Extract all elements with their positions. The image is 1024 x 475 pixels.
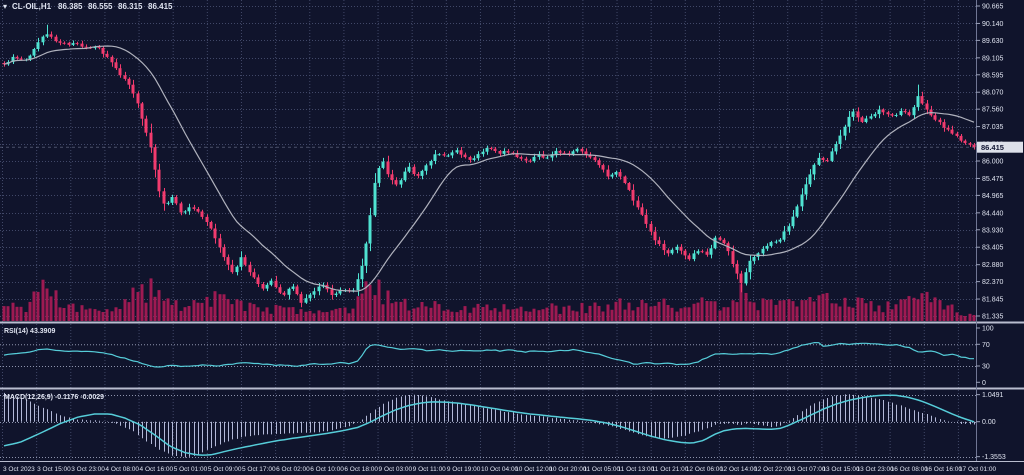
axis-tick-label: 89.105	[982, 55, 1004, 62]
axis-tick-label: 13 Oct 15:00	[822, 466, 860, 473]
axis-tick-label: 16 Oct 08:00	[891, 466, 929, 473]
axis-tick-label: 88.070	[982, 90, 1004, 97]
axis-tick-label: 83.405	[982, 245, 1004, 252]
axis-tick-label: 82.370	[982, 279, 1004, 286]
axis-tick-label: 70	[982, 342, 990, 349]
axis-tick-label: 10 Oct 12:00	[515, 466, 553, 473]
axis-tick-label: 100	[982, 326, 994, 333]
price-axis[interactable]: 90.665 90.140 89.630 89.105 88.595 88.070 87.5…	[976, 4, 1004, 321]
axis-tick-label: 10 Oct 04:00	[481, 466, 519, 473]
axis-tick-label: 86.000	[982, 159, 1004, 166]
axis-tick-label: 4 Oct 08:00	[105, 466, 139, 473]
macd-histogram	[4, 392, 975, 458]
grid-layer	[0, 0, 976, 461]
axis-tick-label: 90.665	[982, 4, 1004, 11]
axis-tick-label: 84.440	[982, 210, 1004, 217]
axis-tick-label: 9 Oct 11:00	[413, 466, 447, 473]
axis-tick-label: 9 Oct 19:00	[447, 466, 481, 473]
volume-bars	[2, 278, 976, 321]
axis-tick-label: 13 Oct 23:00	[857, 466, 895, 473]
axis-tick-label: 5 Oct 17:00	[242, 466, 276, 473]
axis-tick-label: 12 Oct 14:00	[720, 466, 758, 473]
macd-label: MACD(12,26,9) -0.1176 -0.0029	[4, 394, 104, 401]
axis-tick-label: 6 Oct 10:00	[310, 466, 344, 473]
axis-tick-label: 1.0491	[982, 392, 1004, 399]
axis-tick-label: -1.3553	[982, 454, 1006, 461]
axis-tick-label: 3 Oct 2023	[3, 466, 35, 473]
axis-tick-label: 83.930	[982, 227, 1004, 234]
axis-tick-label: 4 Oct 16:00	[140, 466, 174, 473]
axis-tick-label: 30	[982, 364, 990, 371]
axis-tick-label: 16 Oct 16:00	[925, 466, 963, 473]
axis-tick-label: 87.560	[982, 107, 1004, 114]
axis-tick-label: 81.845	[982, 297, 1004, 304]
axis-tick-label: 3 Oct 15:00	[37, 466, 71, 473]
rsi-axis[interactable]: 100 70 30 0	[976, 326, 994, 387]
axis-tick-label: 11 Oct 13:00	[618, 466, 655, 473]
axis-tick-label: 87.035	[982, 124, 1004, 131]
axis-tick-label: 12 Oct 22:00	[754, 466, 792, 473]
axis-tick-label: 3 Oct 23:00	[71, 466, 105, 473]
axis-tick-label: 89.630	[982, 38, 1004, 45]
axis-tick-label: 13 Oct 07:00	[788, 466, 826, 473]
axis-tick-label: 88.595	[982, 72, 1004, 79]
axis-tick-label: 11 Oct 21:00	[652, 466, 689, 473]
axis-tick-label: 6 Oct 02:00	[276, 466, 310, 473]
ohlc-close: 86.415	[148, 2, 173, 11]
pane-separators	[0, 0, 1024, 462]
axis-tick-label: 85.475	[982, 176, 1004, 183]
axis-tick-label: 6 Oct 18:00	[344, 466, 378, 473]
current-price-text: 86.415	[981, 143, 1004, 152]
macd-signal-line	[3, 394, 975, 456]
time-axis[interactable]: 3 Oct 2023 3 Oct 15:00 3 Oct 23:00 4 Oct 08…	[3, 466, 997, 473]
symbol-period-label: CL-OIL,H1	[12, 2, 52, 11]
ohlc-high: 86.555	[88, 2, 113, 11]
ohlc-open: 86.385	[58, 2, 83, 11]
current-price-box	[977, 141, 1023, 153]
ohlc-low: 86.315	[118, 2, 143, 11]
current-price-marker: 86.415	[977, 141, 1023, 153]
candles-layer[interactable]	[2, 24, 976, 308]
axis-tick-label: 9 Oct 03:00	[379, 466, 413, 473]
axis-tick-label: 5 Oct 09:00	[208, 466, 242, 473]
axis-tick-label: 0	[982, 380, 986, 387]
axis-tick-label: 81.335	[982, 314, 1004, 321]
axis-tick-label: 17 Oct 01:00	[959, 466, 997, 473]
axis-tick-label: 5 Oct 01:00	[174, 466, 208, 473]
axis-tick-label: 84.965	[982, 193, 1004, 200]
axis-tick-label: 82.880	[982, 262, 1004, 269]
axis-tick-label: 11 Oct 05:00	[583, 466, 620, 473]
axis-tick-label: 90.140	[982, 21, 1004, 28]
window-marker-icon[interactable]: ▾	[3, 2, 7, 11]
axis-tick-label: 10 Oct 20:00	[549, 466, 587, 473]
chart-title: CL-OIL,H1 86.385 86.555 86.315 86.415	[12, 2, 173, 11]
rsi-line	[3, 341, 974, 368]
ma-line	[3, 45, 975, 292]
rsi-label: RSI(14) 43.3909	[4, 328, 55, 335]
macd-axis[interactable]: 1.0491 0.00 -1.3553	[976, 392, 1006, 461]
axis-tick-label: 0.00	[982, 419, 996, 426]
axis-tick-label: 12 Oct 06:00	[686, 466, 724, 473]
